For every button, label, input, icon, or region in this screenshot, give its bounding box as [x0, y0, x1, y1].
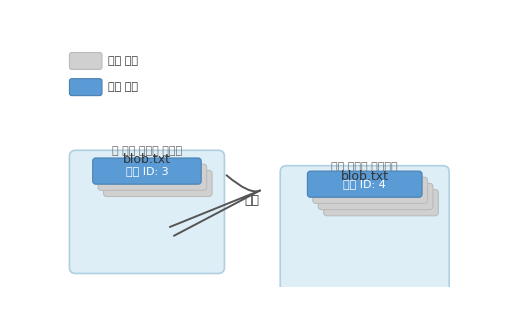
Text: 이전 버전: 이전 버전: [108, 56, 138, 66]
Text: 버전 ID: 4: 버전 ID: 4: [343, 179, 385, 189]
FancyBboxPatch shape: [280, 166, 448, 308]
FancyBboxPatch shape: [307, 171, 421, 197]
FancyBboxPatch shape: [104, 170, 212, 196]
FancyBboxPatch shape: [312, 177, 427, 204]
FancyBboxPatch shape: [69, 52, 102, 70]
Text: 이전 버전을 승격하면
새 ID로 새 현재 버전
생성: 이전 버전을 승격하면 새 ID로 새 현재 버전 생성: [328, 162, 400, 202]
FancyBboxPatch shape: [323, 190, 437, 216]
Text: blob.txt: blob.txt: [123, 153, 171, 166]
Text: 버전 ID: 3: 버전 ID: 3: [348, 185, 391, 195]
Text: 현재 버전: 현재 버전: [108, 82, 138, 92]
Text: blob.txt: blob.txt: [340, 170, 388, 183]
FancyBboxPatch shape: [98, 164, 206, 190]
FancyBboxPatch shape: [69, 79, 102, 96]
Text: 버전 ID: 3: 버전 ID: 3: [125, 166, 168, 176]
Text: 버전 ID: 2: 버전 ID: 2: [131, 172, 173, 182]
FancyBboxPatch shape: [318, 184, 432, 210]
Text: 승격: 승격: [244, 194, 260, 207]
FancyBboxPatch shape: [69, 150, 224, 273]
FancyBboxPatch shape: [92, 158, 201, 184]
Text: 버전 ID: 1: 버전 ID: 1: [359, 198, 401, 208]
Text: 버전 ID: 1: 버전 ID: 1: [136, 178, 179, 188]
Text: 버전 ID: 2: 버전 ID: 2: [354, 192, 396, 202]
Text: 각 쓰기 작업은 새로운
현재 버전 생성: 각 쓰기 작업은 새로운 현재 버전 생성: [112, 147, 182, 171]
